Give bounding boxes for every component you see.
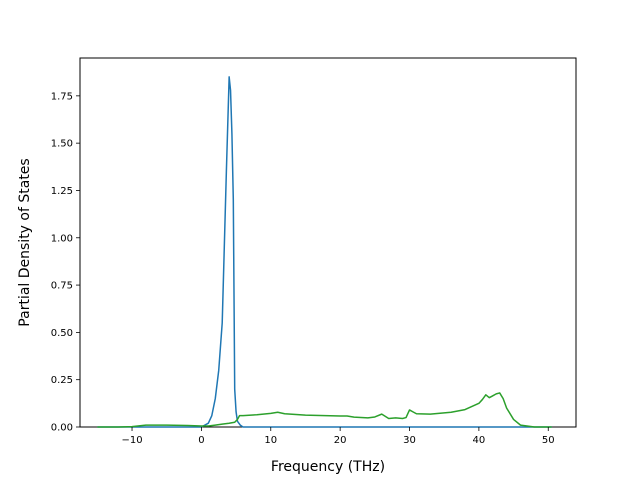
series-line-2: [97, 392, 552, 428]
y-axis-label: Partial Density of States: [17, 158, 33, 326]
x-tick-label: −10: [121, 435, 142, 446]
series-line-1: [97, 76, 552, 428]
x-tick-label: 30: [403, 435, 416, 446]
x-tick-label: 0: [198, 435, 204, 446]
y-tick-label: 0.00: [51, 423, 73, 434]
y-tick-label: 0.75: [51, 281, 73, 292]
x-tick-label: 40: [473, 435, 486, 446]
y-tick-label: 0.25: [51, 375, 73, 386]
x-tick-label: 10: [264, 435, 277, 446]
x-axis-ticks: −10 0 10 20 30 40 50: [121, 427, 555, 446]
x-tick-label: 50: [542, 435, 555, 446]
x-tick-label: 20: [334, 435, 347, 446]
y-axis-ticks: 0.00 0.25 0.50 0.75 1.00 1.25 1.50 1.75: [51, 91, 80, 434]
plot-area-frame: [79, 57, 577, 428]
y-tick-label: 1.75: [51, 91, 73, 102]
x-axis-label: Frequency (THz): [271, 459, 385, 475]
y-tick-label: 0.50: [51, 328, 73, 339]
y-tick-label: 1.25: [51, 186, 73, 197]
series-layer: [97, 76, 552, 428]
y-tick-label: 1.50: [51, 139, 73, 150]
y-tick-label: 1.00: [51, 233, 73, 244]
